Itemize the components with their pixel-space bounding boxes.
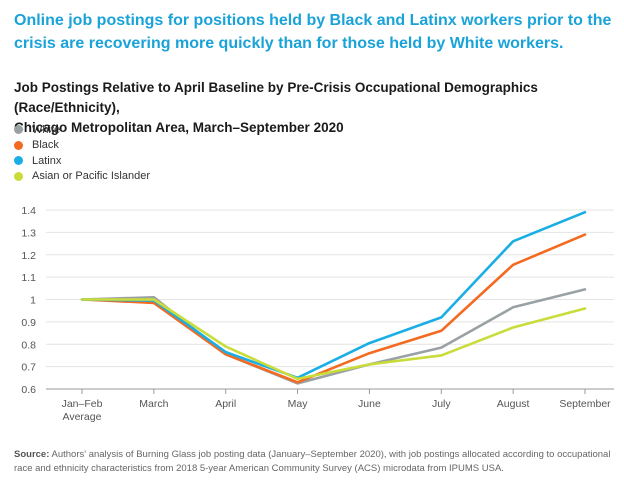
- y-tick-label: 1.2: [21, 250, 36, 262]
- x-tick-label: September: [559, 398, 611, 410]
- legend-swatch-latinx: [14, 156, 23, 166]
- chart-title: Job Postings Relative to April Baseline …: [14, 78, 614, 138]
- x-tick-label: July: [432, 398, 451, 410]
- series-line-latinx: [80, 210, 587, 380]
- x-tick-label: April: [215, 398, 236, 410]
- y-tick-label: 0.6: [21, 384, 36, 396]
- x-tick-label: Jan–Feb: [62, 398, 103, 410]
- y-tick-label: 1.1: [21, 272, 36, 284]
- legend-label-white: White: [32, 123, 61, 136]
- x-tick-label: Average: [63, 411, 102, 423]
- legend-item-white: White: [14, 122, 150, 138]
- x-tick-label: March: [139, 398, 168, 410]
- legend-item-black: Black: [14, 138, 150, 154]
- series-line-asian-or-pacific-islander: [80, 298, 587, 381]
- source-note: Source: Authors' analysis of Burning Gla…: [14, 448, 614, 476]
- legend-label-latinx: Latinx: [32, 154, 62, 167]
- x-tick-label: May: [288, 398, 309, 410]
- y-tick-label: 1.4: [21, 205, 36, 217]
- x-tick-label: June: [358, 398, 381, 410]
- legend-item-asian-pacific-islander: Asian or Pacific Islander: [14, 169, 150, 185]
- headline: Online job postings for positions held b…: [14, 12, 612, 52]
- legend-label-black: Black: [32, 139, 59, 152]
- y-tick-label: 1: [30, 295, 36, 307]
- y-tick-label: 0.7: [21, 362, 36, 374]
- legend-swatch-white: [14, 125, 23, 135]
- source-label: Source:: [14, 449, 50, 460]
- y-tick-label: 0.8: [21, 339, 36, 351]
- legend-item-latinx: Latinx: [14, 153, 150, 169]
- chart-legend: White Black Latinx Asian or Pacific Isla…: [14, 122, 150, 184]
- series-line-black: [80, 233, 587, 384]
- legend-label-asian-pacific-islander: Asian or Pacific Islander: [32, 170, 150, 183]
- y-tick-label: 0.9: [21, 317, 36, 329]
- chart-title-line-1: Job Postings Relative to April Baseline …: [14, 80, 538, 115]
- y-tick-label: 1.3: [21, 227, 36, 239]
- source-text: Authors' analysis of Burning Glass job p…: [14, 449, 611, 474]
- legend-swatch-black: [14, 140, 23, 150]
- x-tick-label: August: [497, 398, 530, 410]
- legend-swatch-asian-pacific-islander: [14, 171, 23, 181]
- chart-title-line-2: Chicago Metropolitan Area, March–Septemb…: [14, 120, 344, 135]
